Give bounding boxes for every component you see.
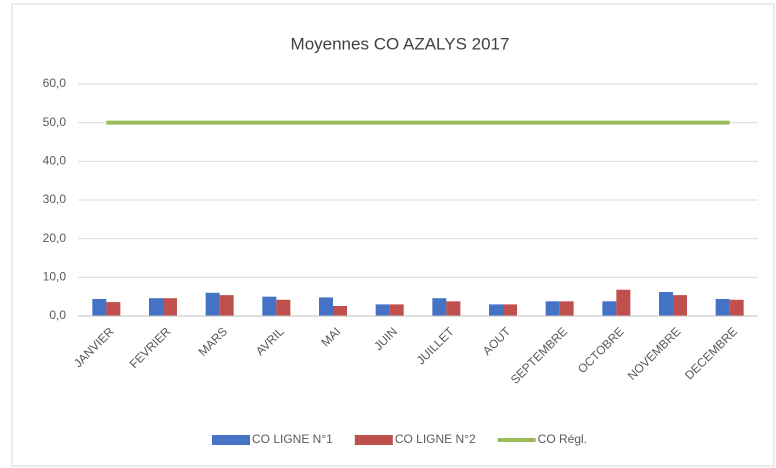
- bar: [389, 304, 404, 316]
- bar: [319, 297, 333, 316]
- bar: [106, 302, 121, 316]
- legend-label: CO Régl.: [538, 432, 587, 446]
- y-tick-label: 20,0: [43, 231, 67, 245]
- y-tick-label: 60,0: [43, 76, 67, 90]
- legend-label: CO LIGNE N°1: [252, 432, 333, 446]
- bar: [659, 292, 673, 316]
- legend-swatch: [354, 435, 393, 445]
- chart-title: Moyennes CO AZALYS 2017: [291, 34, 510, 53]
- bar: [375, 304, 390, 316]
- bar: [503, 304, 517, 316]
- bar: [616, 289, 631, 316]
- y-tick-label: 50,0: [43, 115, 67, 129]
- bar: [92, 298, 107, 316]
- y-tick-label: 10,0: [43, 270, 67, 284]
- legend-swatch: [212, 435, 250, 445]
- bar: [333, 305, 347, 316]
- bar: [262, 296, 277, 316]
- bar: [489, 304, 503, 316]
- bar: [673, 295, 687, 316]
- bar: [205, 292, 220, 316]
- bar: [715, 298, 730, 316]
- bar: [432, 298, 447, 316]
- bar: [163, 298, 177, 316]
- bar: [729, 299, 744, 316]
- bar: [149, 298, 163, 316]
- bar: [276, 299, 291, 316]
- legend-label: CO LIGNE N°2: [395, 432, 476, 446]
- chart-frame: [11, 3, 775, 467]
- bar: [545, 301, 560, 316]
- y-tick-label: 40,0: [43, 154, 67, 168]
- y-tick-label: 30,0: [43, 192, 67, 206]
- y-tick-label: 0,0: [49, 308, 66, 322]
- bar: [219, 295, 234, 316]
- bar: [559, 301, 574, 316]
- bar: [602, 301, 617, 316]
- bar: [446, 301, 461, 316]
